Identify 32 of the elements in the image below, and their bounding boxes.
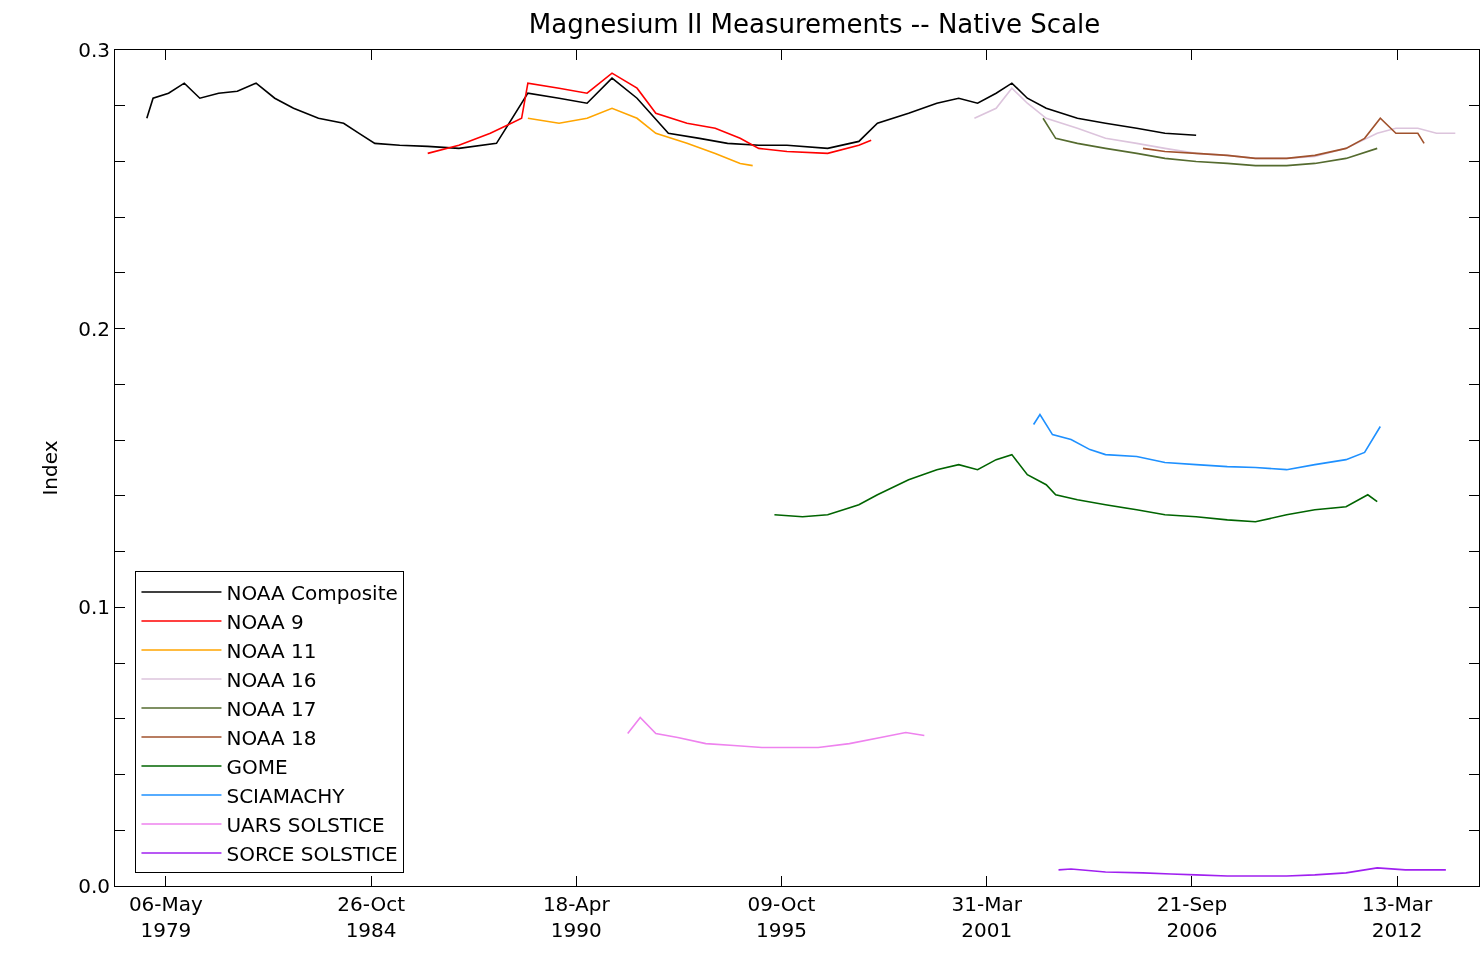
chart-title: Magnesium II Measurements -- Native Scale [528, 8, 1101, 39]
x-tick-label: 09-Oct 1995 [747, 892, 816, 942]
legend-label: NOAA 18 [226, 725, 317, 750]
line-series [626, 716, 926, 749]
legend-label: NOAA 9 [226, 609, 304, 634]
legend-label: SORCE SOLSTICE [226, 841, 398, 866]
x-tick-label: 21-Sep 2006 [1156, 892, 1228, 942]
y-tick-label: 0.0 [78, 874, 110, 898]
x-tick-label: 18-Apr 1990 [542, 892, 611, 942]
legend-label: NOAA 11 [226, 638, 317, 663]
legend-label: NOAA 17 [226, 696, 317, 721]
y-tick-label: 0.3 [78, 38, 110, 62]
legend-label: UARS SOLSTICE [226, 812, 385, 837]
x-tick-label: 13-Mar 2012 [1361, 892, 1434, 942]
line-series [1032, 413, 1382, 471]
line-series [426, 72, 872, 155]
legend-label: GOME [226, 754, 288, 779]
line-series [527, 107, 754, 167]
y-axis-title: Index [37, 440, 62, 496]
x-tick-label: 26-Oct 1984 [337, 892, 406, 942]
line-series [1057, 867, 1447, 877]
legend-label: NOAA Composite [226, 580, 398, 605]
line-series [773, 453, 1379, 523]
line-series [146, 77, 1197, 150]
line-series [1042, 117, 1379, 167]
y-tick-label: 0.1 [78, 595, 110, 620]
legend-label: SCIAMACHY [226, 783, 346, 808]
legend-label: NOAA 16 [226, 667, 317, 692]
y-tick-label: 0.2 [78, 316, 110, 341]
x-tick-label: 06-May 1979 [128, 892, 204, 942]
line-series [1142, 117, 1425, 160]
x-tick-label: 31-Mar 2001 [951, 892, 1023, 942]
